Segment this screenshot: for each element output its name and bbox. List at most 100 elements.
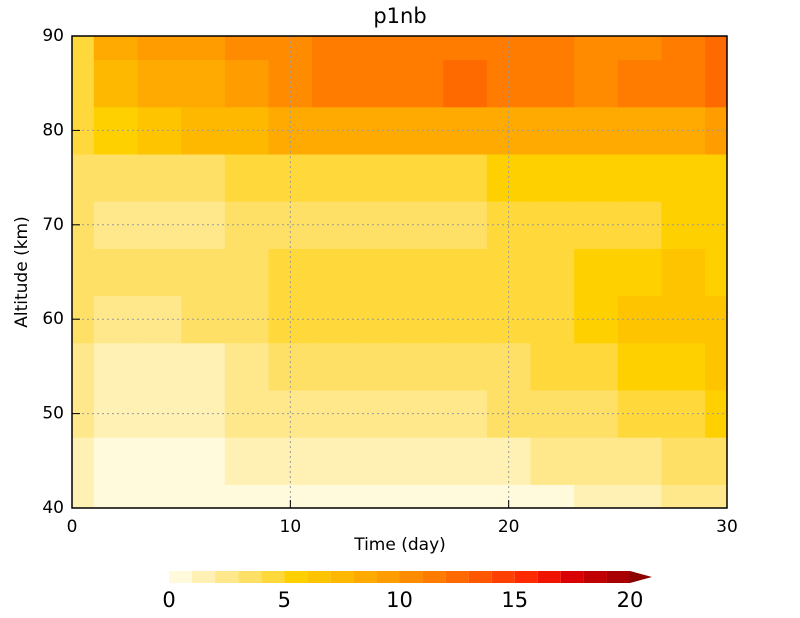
- contour-cell: [617, 390, 662, 438]
- contour-cell: [661, 248, 706, 297]
- contour-cell: [137, 484, 182, 509]
- contour-cell: [355, 437, 400, 485]
- colorbar-box: [514, 571, 538, 583]
- contour-cell: [72, 59, 95, 108]
- contour-cell: [617, 437, 662, 485]
- x-tick-label: 10: [280, 517, 302, 537]
- contour-cell: [661, 484, 706, 509]
- x-tick-label: 30: [716, 517, 738, 537]
- contour-cell: [268, 295, 313, 344]
- contour-cell: [355, 36, 400, 61]
- contour-cell: [399, 59, 444, 108]
- contour-cell: [661, 59, 706, 108]
- contour-cell: [705, 59, 728, 108]
- y-tick-label: 50: [42, 404, 64, 424]
- contour-cell: [661, 437, 706, 485]
- contour-cell: [72, 154, 95, 202]
- contour-cell: [355, 59, 400, 108]
- contour-cell: [399, 106, 444, 155]
- contour-cell: [574, 295, 619, 344]
- contour-cell: [312, 342, 357, 391]
- contour-cell: [443, 154, 488, 202]
- contour-cell: [224, 36, 269, 61]
- y-tick-label: 90: [42, 26, 64, 46]
- contour-cell: [617, 295, 662, 344]
- colorbar-box: [284, 571, 308, 583]
- y-tick-label: 60: [42, 309, 64, 329]
- contour-cell: [181, 36, 226, 61]
- contour-cell: [661, 342, 706, 391]
- contour-cell: [137, 342, 182, 391]
- colorbar-box: [238, 571, 262, 583]
- contour-cell: [617, 154, 662, 202]
- contour-cell: [574, 106, 619, 155]
- x-tick-label: 20: [498, 517, 520, 537]
- contour-cell: [312, 59, 357, 108]
- contour-cell: [530, 154, 575, 202]
- colorbar-box: [606, 571, 630, 583]
- contour-cell: [137, 201, 182, 249]
- contour-cell: [617, 342, 662, 391]
- colorbar-box: [560, 571, 584, 583]
- contour-cell: [181, 59, 226, 108]
- contour-cell: [93, 484, 138, 509]
- contour-cell: [530, 437, 575, 485]
- colorbar-box: [583, 571, 607, 583]
- contour-cell: [93, 59, 138, 108]
- contour-cell: [399, 154, 444, 202]
- colorbar-box: [399, 571, 423, 583]
- contour-cell: [93, 154, 138, 202]
- colorbar-tick-label: 10: [386, 588, 413, 612]
- contour-cell: [530, 248, 575, 297]
- contour-cell: [617, 59, 662, 108]
- x-axis-label: Time (day): [353, 535, 446, 555]
- contour-cell: [617, 201, 662, 249]
- contour-cell: [93, 437, 138, 485]
- contour-cell: [137, 390, 182, 438]
- contour-cell: [705, 437, 728, 485]
- contour-cell: [93, 342, 138, 391]
- contour-cell: [355, 484, 400, 509]
- contour-cell: [574, 484, 619, 509]
- contour-cell: [137, 36, 182, 61]
- contour-cell: [181, 437, 226, 485]
- y-tick-label: 40: [42, 498, 64, 518]
- contour-cell: [137, 59, 182, 108]
- contour-cell: [399, 36, 444, 61]
- contour-cell: [443, 59, 488, 108]
- colorbar-tick-label: 20: [617, 588, 644, 612]
- contour-cell: [312, 484, 357, 509]
- contour-cell: [705, 106, 728, 155]
- contour-cell: [530, 59, 575, 108]
- colorbar-tick-label: 15: [501, 588, 528, 612]
- contour-cell: [617, 36, 662, 61]
- colorbar-box: [422, 571, 446, 583]
- colorbar-box: [376, 571, 400, 583]
- contour-cell: [137, 154, 182, 202]
- contour-cell: [705, 342, 728, 391]
- contour-field: [72, 36, 728, 509]
- contour-cell: [93, 390, 138, 438]
- contour-cell: [224, 342, 269, 391]
- colorbar-box: [330, 571, 354, 583]
- contour-cell: [224, 248, 269, 297]
- contour-cell: [72, 342, 95, 391]
- colorbar-box: [445, 571, 469, 583]
- contour-cell: [574, 437, 619, 485]
- contour-cell: [574, 390, 619, 438]
- contour-cell: [399, 484, 444, 509]
- contour-cell: [181, 342, 226, 391]
- contour-cell: [661, 154, 706, 202]
- contour-cell: [72, 484, 95, 509]
- contour-cell: [312, 36, 357, 61]
- y-tick-label: 80: [42, 120, 64, 140]
- colorbar-box: [491, 571, 515, 583]
- colorbar-box: [261, 571, 285, 583]
- contour-cell: [224, 437, 269, 485]
- colorbar-box: [353, 571, 377, 583]
- contour-cell: [268, 201, 313, 249]
- contour-cell: [137, 437, 182, 485]
- contour-cell: [137, 106, 182, 155]
- x-tick-label: 0: [67, 517, 78, 537]
